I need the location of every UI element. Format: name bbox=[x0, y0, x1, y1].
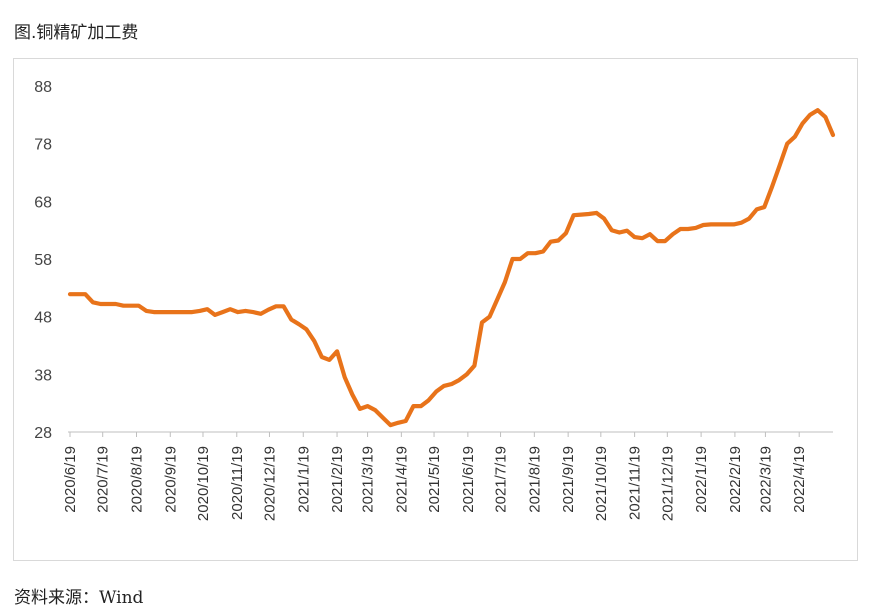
x-tick-label: 2021/11/19 bbox=[627, 446, 644, 520]
x-axis-ticks: 2020/6/19 2020/7/19 2020/8/19 2020/9/19 2020… bbox=[62, 432, 808, 521]
y-tick-label: 68 bbox=[34, 194, 52, 211]
x-tick-label: 2022/1/19 bbox=[693, 446, 710, 513]
x-tick-label: 2021/8/19 bbox=[526, 446, 543, 513]
x-tick-label: 2020/10/19 bbox=[195, 446, 212, 521]
x-tick-label: 2021/12/19 bbox=[659, 446, 676, 521]
x-tick-label: 2021/3/19 bbox=[360, 446, 377, 513]
x-tick-label: 2020/7/19 bbox=[95, 446, 112, 513]
y-axis-ticks: 28 38 48 58 68 78 88 bbox=[34, 79, 52, 442]
y-tick-label: 28 bbox=[34, 425, 52, 442]
x-tick-label: 2022/2/19 bbox=[727, 446, 744, 513]
y-tick-label: 78 bbox=[34, 137, 52, 154]
x-tick-label: 2021/6/19 bbox=[460, 446, 477, 513]
x-tick-label: 2020/8/19 bbox=[128, 446, 145, 513]
x-tick-label: 2021/9/19 bbox=[560, 446, 577, 513]
x-tick-label: 2021/10/19 bbox=[593, 446, 610, 521]
x-tick-label: 2021/2/19 bbox=[329, 446, 346, 513]
x-tick-label: 2020/11/19 bbox=[229, 446, 246, 520]
x-tick-label: 2020/9/19 bbox=[162, 446, 179, 513]
x-tick-label: 2022/3/19 bbox=[757, 446, 774, 513]
x-tick-label: 2020/12/19 bbox=[261, 446, 278, 521]
y-tick-label: 88 bbox=[34, 79, 52, 96]
y-tick-label: 48 bbox=[34, 310, 52, 327]
y-tick-label: 38 bbox=[34, 367, 52, 384]
x-tick-label: 2021/5/19 bbox=[426, 446, 443, 513]
x-tick-label: 2021/1/19 bbox=[295, 446, 312, 513]
x-tick-label: 2021/7/19 bbox=[493, 446, 510, 513]
chart-frame bbox=[13, 58, 858, 561]
x-tick-label: 2021/4/19 bbox=[393, 446, 410, 513]
y-tick-label: 58 bbox=[34, 252, 52, 269]
x-tick-label: 2022/4/19 bbox=[791, 446, 808, 513]
source-note: 资料来源：Wind bbox=[14, 588, 144, 608]
chart-title: 图.铜精矿加工费 bbox=[14, 23, 139, 43]
series-line bbox=[67, 108, 836, 428]
x-tick-label: 2020/6/19 bbox=[62, 446, 79, 513]
